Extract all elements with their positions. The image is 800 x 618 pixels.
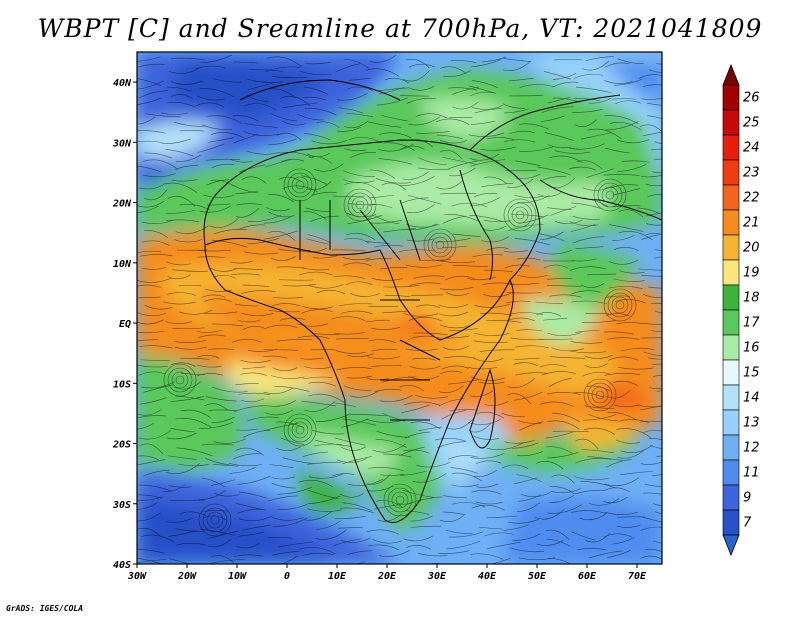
lat-tick-label: 20N — [112, 199, 132, 210]
lon-tick-label: 10W — [228, 571, 247, 582]
lon-tick-label: 70E — [628, 571, 647, 582]
colorbar-swatch — [722, 384, 740, 411]
colorbar: 26 25 24 23 22 21 20 19 18 17 16 15 14 13 12 11 9 7 — [722, 63, 760, 557]
coastlines — [203, 79, 662, 523]
streamlines — [137, 54, 662, 564]
colorbar-swatch — [722, 509, 740, 536]
lat-tick-label: 40N — [113, 78, 132, 89]
lon-tick-label: 50E — [528, 571, 547, 582]
colorbar-swatch — [722, 409, 740, 436]
lon-tick-label: 60E — [578, 571, 597, 582]
colorbar-label: 26 — [743, 91, 760, 106]
colorbar-swatch — [722, 109, 740, 136]
colorbar-swatch — [722, 284, 740, 311]
colorbar-label: 20 — [743, 241, 760, 256]
colorbar-label: 19 — [743, 266, 760, 281]
colorbar-swatch — [722, 159, 740, 186]
colorbar-label: 23 — [743, 166, 760, 181]
colorbar-label: 11 — [743, 466, 760, 481]
colorbar-swatch — [722, 359, 740, 386]
longitude-axis: 30W 20W 10W 0 10E 20E 30E 40E 50E 60E 70E — [127, 564, 647, 582]
colorbar-swatch — [722, 334, 740, 361]
lon-tick-label: 40E — [478, 571, 497, 582]
colorbar-label: 9 — [743, 491, 751, 506]
colorbar-swatch — [722, 234, 740, 261]
lat-tick-label: 10S — [113, 379, 131, 390]
chart-title: WBPT [C] and Sreamline at 700hPa, VT: 20… — [37, 14, 763, 43]
map-frame — [136, 51, 663, 565]
grads-credit: GrADS: IGES/COLA — [6, 604, 84, 613]
colorbar-swatch — [722, 259, 740, 286]
colorbar-label: 13 — [743, 416, 760, 431]
colorbar-swatch — [722, 484, 740, 511]
lon-tick-label: 0 — [284, 571, 290, 582]
lat-tick-label: 20S — [112, 440, 131, 451]
colorbar-label: 17 — [743, 316, 760, 331]
colorbar-swatch — [722, 459, 740, 486]
colorbar-swatch — [722, 434, 740, 461]
colorbar-swatch — [722, 309, 740, 336]
colorbar-label: 24 — [743, 141, 760, 156]
lat-tick-label: EQ — [119, 319, 131, 330]
lat-tick-label: 40S — [113, 560, 131, 571]
colorbar-label: 12 — [743, 441, 760, 456]
lat-tick-label: 10N — [113, 259, 132, 270]
colorbar-swatch — [722, 209, 740, 236]
colorbar-swatch — [722, 84, 740, 111]
lat-tick-label: 30S — [112, 500, 131, 511]
colorbar-label: 25 — [743, 116, 760, 131]
lon-tick-label: 30W — [127, 571, 147, 582]
colorbar-bottom-arrow — [722, 534, 740, 557]
colorbar-top-arrow — [722, 63, 740, 86]
lon-tick-label: 10E — [328, 571, 347, 582]
colorbar-swatch — [722, 134, 740, 161]
wbpt-field — [137, 52, 662, 564]
lon-tick-label: 20W — [177, 571, 197, 582]
lon-tick-label: 20E — [377, 571, 397, 582]
colorbar-label: 7 — [743, 516, 752, 531]
colorbar-label: 15 — [743, 366, 760, 381]
colorbar-label: 22 — [743, 191, 760, 206]
lon-tick-label: 30E — [427, 571, 447, 582]
colorbar-label: 18 — [743, 291, 760, 306]
colorbar-label: 14 — [743, 391, 760, 406]
lat-tick-label: 30N — [112, 138, 132, 149]
colorbar-label: 16 — [743, 341, 760, 356]
latitude-axis: 40N 30N 20N 10N EQ 10S 20S 30S 40S — [112, 78, 137, 571]
colorbar-label: 21 — [743, 216, 760, 231]
colorbar-swatch — [722, 184, 740, 211]
